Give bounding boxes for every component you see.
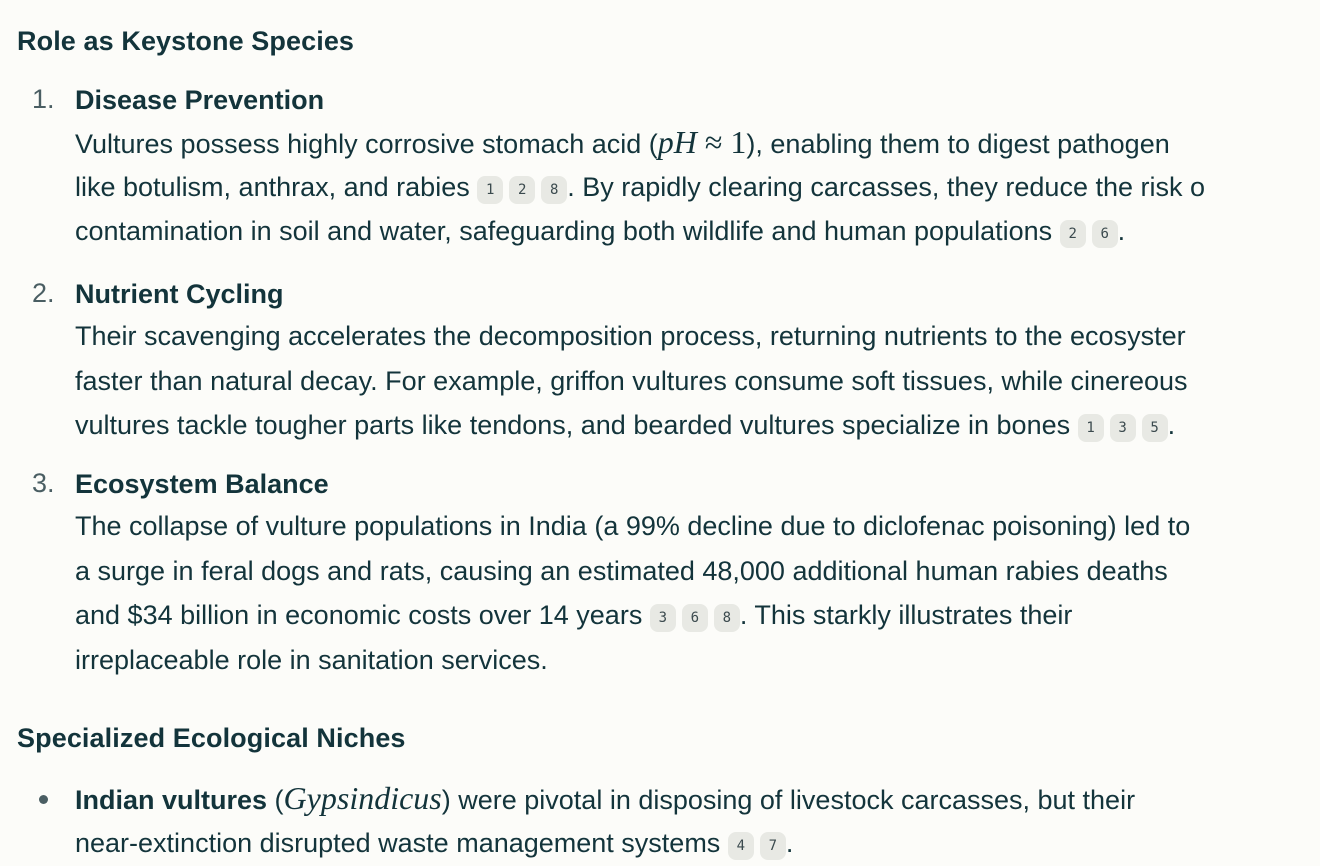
citation-badge[interactable]: 4 xyxy=(727,831,754,860)
text-segment: Vultures possess highly corrosive stomac… xyxy=(75,129,658,159)
item-title: Nutrient Cycling xyxy=(75,279,284,309)
paragraph-line: Their scavenging accelerates the decompo… xyxy=(75,321,1186,351)
item-paragraph: Indian vultures (Gypsindicus) were pivot… xyxy=(75,776,1320,865)
citation-badge[interactable]: 3 xyxy=(649,604,676,632)
math-species-name: Gypsindicus xyxy=(283,780,442,816)
citation-badge[interactable]: 8 xyxy=(713,604,740,632)
list-item-content: Ecosystem Balance The collapse of vultur… xyxy=(75,464,1320,682)
citation-badge[interactable]: 6 xyxy=(1091,220,1118,248)
section-heading-niches: Specialized Ecological Niches xyxy=(17,723,406,753)
text-segment: ( xyxy=(267,785,284,815)
item-paragraph: Vultures possess highly corrosive stomac… xyxy=(75,120,1320,254)
text-segment: near-extinction disrupted waste manageme… xyxy=(75,827,728,858)
math-ph: pH ≈ 1 xyxy=(658,124,747,160)
list-number: 1. xyxy=(32,84,55,114)
citation-badge[interactable]: 5 xyxy=(1141,414,1168,442)
paragraph-line: contamination in soil and water, safegua… xyxy=(75,209,1320,254)
text-segment: vultures tackle tougher parts like tendo… xyxy=(75,410,1078,440)
list-number: 2. xyxy=(32,278,55,308)
list-item-content: Indian vultures (Gypsindicus) were pivot… xyxy=(75,776,1320,865)
text-segment: . xyxy=(785,827,794,858)
citation-badge[interactable]: 1 xyxy=(1077,414,1104,442)
paragraph-line: vultures tackle tougher parts like tendo… xyxy=(75,403,1320,448)
paragraph-line: and $34 billion in economic costs over 1… xyxy=(75,593,1320,638)
list-item-content: Nutrient Cycling Their scavenging accele… xyxy=(75,274,1320,448)
citation-badge[interactable]: 3 xyxy=(1109,414,1136,442)
text-segment: . This starkly illustrates their xyxy=(739,600,1073,630)
item-paragraph: The collapse of vulture populations in I… xyxy=(75,504,1320,682)
math-relation: ≈ 1 xyxy=(696,124,747,160)
text-segment: and $34 billion in economic costs over 1… xyxy=(75,600,650,630)
section-heading-keystone: Role as Keystone Species xyxy=(17,26,355,56)
text-segment: . By rapidly clearing carcasses, they re… xyxy=(567,171,1206,202)
list-number: 3. xyxy=(32,468,55,498)
item-title: Ecosystem Balance xyxy=(75,469,329,499)
math-symbol: pH xyxy=(657,124,697,160)
paragraph-line: a surge in feral dogs and rats, causing … xyxy=(75,555,1168,586)
bold-term: Indian vultures xyxy=(75,785,268,815)
paragraph-line: near-extinction disrupted waste manageme… xyxy=(75,821,1320,866)
paragraph-line: faster than natural decay. For example, … xyxy=(75,365,1188,396)
bullet-dot-icon xyxy=(39,795,48,804)
text-segment: ), enabling them to digest pathogen xyxy=(746,129,1170,159)
list-item-content: Disease Prevention Vultures possess high… xyxy=(75,80,1320,254)
text-segment: . xyxy=(1117,216,1126,246)
citation-badge[interactable]: 1 xyxy=(477,175,504,204)
text-segment: . xyxy=(1167,410,1176,440)
text-segment: ) were pivotal in disposing of livestock… xyxy=(441,785,1136,815)
citation-badge[interactable]: 2 xyxy=(1059,220,1086,248)
citation-badge[interactable]: 2 xyxy=(509,175,536,204)
text-segment: contamination in soil and water, safegua… xyxy=(75,216,1060,246)
item-paragraph: Their scavenging accelerates the decompo… xyxy=(75,314,1320,448)
text-segment: like botulism, anthrax, and rabies xyxy=(75,171,478,202)
citation-badge[interactable]: 6 xyxy=(681,604,708,632)
citation-badge[interactable]: 7 xyxy=(759,831,786,860)
paragraph-line: irreplaceable role in sanitation service… xyxy=(75,644,548,675)
paragraph-line: Vultures possess highly corrosive stomac… xyxy=(75,120,1320,165)
paragraph-line: Indian vultures (Gypsindicus) were pivot… xyxy=(75,776,1320,821)
paragraph-line: The collapse of vulture populations in I… xyxy=(75,511,1191,541)
item-title: Disease Prevention xyxy=(75,85,325,115)
citation-badge[interactable]: 8 xyxy=(541,175,568,204)
